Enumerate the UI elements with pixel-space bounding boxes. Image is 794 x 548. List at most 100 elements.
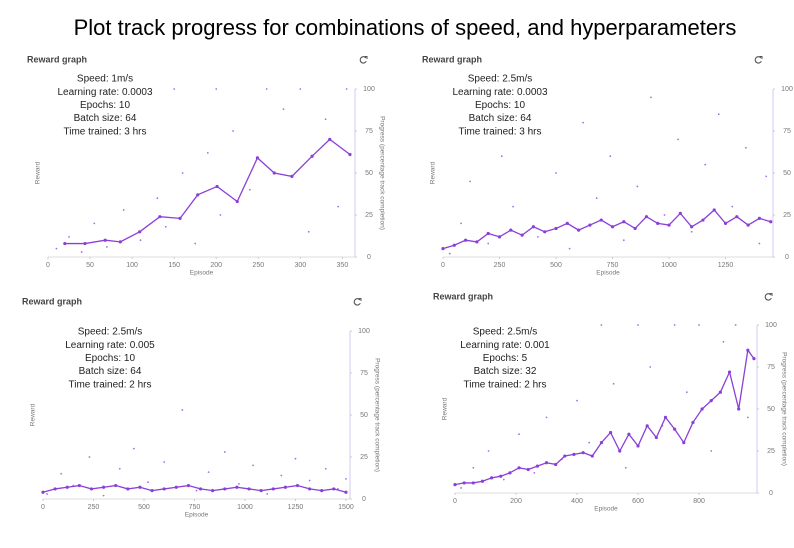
progress-point (83, 241, 87, 246)
hyperparameter-note: Epochs: 10 (85, 353, 135, 364)
progress-point (543, 230, 547, 234)
y-axis-label: Reward (430, 161, 437, 184)
progress-dot (595, 197, 598, 200)
x-axis-label: Episode (190, 270, 214, 277)
progress-point (138, 230, 142, 234)
progress-dot (238, 482, 240, 485)
progress-line (454, 348, 755, 486)
progress-point (247, 487, 251, 491)
progress-point (656, 221, 660, 225)
progress-point (701, 218, 705, 222)
y2-tick-label: 75 (783, 128, 791, 135)
x-tick-label: 100 (126, 262, 138, 269)
progress-dot (345, 88, 348, 90)
y2-tick-label: 100 (358, 328, 370, 335)
hyperparameter-note: Time trained: 3 hrs (64, 126, 147, 137)
y2-tick-label: 75 (767, 364, 775, 371)
progress-point (599, 441, 604, 445)
y2-tick-label: 50 (767, 406, 775, 413)
y2-tick-label: 100 (363, 86, 375, 93)
progress-point (223, 487, 227, 491)
progress-dot (622, 239, 625, 242)
refresh-arrow (358, 298, 362, 301)
progress-dot (527, 130, 530, 132)
y2-tick-label: 0 (367, 254, 371, 261)
progress-dot (55, 247, 58, 250)
progress-point (272, 171, 276, 175)
y2-axis-label: Progress (percentage track completion) (780, 352, 787, 466)
progress-point (138, 485, 142, 489)
x-tick-label: 250 (88, 504, 100, 511)
progress-dot (637, 324, 639, 326)
progress-point (77, 483, 81, 488)
x-tick-label: 600 (632, 498, 644, 505)
progress-dot (460, 487, 463, 489)
y2-tick-label: 25 (360, 454, 368, 461)
progress-point (332, 487, 336, 491)
progress-dot (219, 214, 222, 216)
progress-point (663, 415, 668, 419)
progress-dot (164, 225, 167, 228)
progress-dot (734, 324, 737, 326)
hyperparameter-note: Batch size: 64 (74, 113, 137, 124)
progress-point (308, 487, 312, 491)
progress-point (462, 481, 466, 485)
progress-point (211, 489, 215, 493)
progress-point (526, 467, 530, 472)
hyperparameter-note: Speed: 1m/s (77, 74, 133, 85)
progress-dot (673, 324, 676, 326)
progress-dot (487, 450, 490, 452)
progress-dot (746, 416, 749, 419)
progress-dot (207, 471, 210, 474)
x-tick-label: 50 (86, 262, 94, 269)
progress-point (235, 199, 239, 204)
progress-point (590, 454, 594, 458)
progress-dot (307, 230, 310, 233)
progress-dot (677, 138, 679, 141)
progress-dot (512, 205, 514, 208)
progress-dot (545, 416, 548, 419)
progress-point (118, 240, 122, 244)
progress-dot (609, 155, 612, 158)
progress-point (517, 466, 521, 470)
x-tick-label: 0 (46, 262, 50, 269)
progress-point (255, 156, 260, 160)
progress-dot (102, 494, 105, 497)
progress-dot (252, 464, 254, 467)
progress-dot (266, 493, 269, 495)
progress-dot (500, 155, 503, 158)
progress-dot (758, 242, 761, 245)
progress-point (63, 241, 67, 246)
hyperparameter-note: Epochs: 10 (475, 100, 525, 111)
progress-dot (248, 188, 251, 191)
progress-point (627, 432, 631, 436)
y2-tick-label: 100 (765, 322, 777, 329)
progress-point (700, 407, 704, 411)
x-tick-label: 350 (337, 262, 349, 269)
progress-dot (649, 366, 652, 368)
progress-point (599, 218, 603, 222)
hyperparameter-note: Epochs: 5 (483, 353, 528, 364)
progress-dot (345, 477, 347, 480)
hyperparameter-note: Learning rate: 0.0003 (452, 87, 548, 98)
reward-panel: Reward graph 0 200 400 600 800 0 25 50 75 100 Episo… (433, 291, 787, 512)
progress-point (320, 489, 324, 493)
x-axis-label: Episode (594, 506, 618, 513)
progress-point (563, 454, 567, 458)
progress-dot (181, 172, 184, 174)
progress-point (215, 184, 219, 189)
progress-dot (122, 209, 125, 211)
progress-point (475, 240, 479, 244)
progress-point (723, 221, 728, 225)
progress-point (709, 399, 713, 403)
progress-point (464, 238, 468, 242)
progress-dot (533, 471, 536, 474)
progress-dot (731, 205, 734, 208)
progress-dot (765, 175, 768, 178)
x-tick-label: 300 (294, 262, 306, 269)
progress-dot (181, 409, 184, 411)
hyperparameter-note: Speed: 2.5m/s (468, 74, 532, 85)
y2-tick-label: 75 (365, 128, 373, 135)
progress-dot (195, 489, 198, 492)
